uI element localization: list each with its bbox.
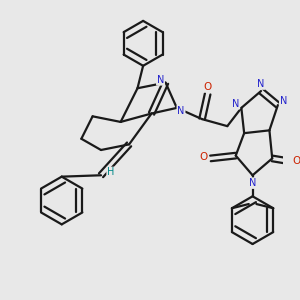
Text: N: N <box>157 75 164 85</box>
Text: O: O <box>292 156 300 166</box>
Text: N: N <box>249 178 256 188</box>
Text: N: N <box>257 79 265 89</box>
Text: N: N <box>232 99 239 109</box>
Text: O: O <box>199 152 208 162</box>
Text: N: N <box>280 96 287 106</box>
Text: H: H <box>107 167 115 178</box>
Text: N: N <box>177 106 185 116</box>
Text: O: O <box>203 82 212 92</box>
